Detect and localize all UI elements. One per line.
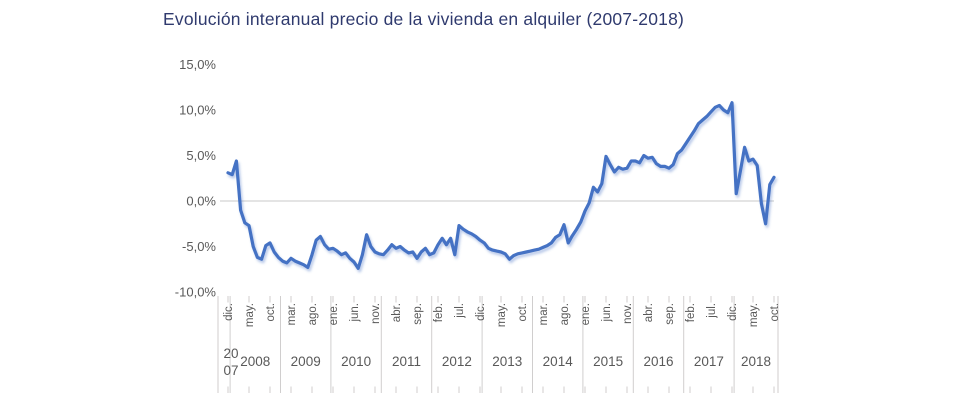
month-tick-label: jul.: [454, 303, 466, 319]
y-tick-label: 10,0%: [179, 103, 216, 118]
year-label: 2014: [543, 354, 574, 369]
month-tick-label: dic.: [727, 303, 739, 321]
month-tick-label: mar.: [286, 303, 298, 325]
month-tick-label: dic.: [475, 303, 487, 321]
month-tick-label: ago.: [307, 303, 319, 325]
year-label: 2009: [291, 354, 321, 369]
year-label: 2010: [341, 354, 371, 369]
month-tick-label: ago.: [559, 303, 571, 325]
data-series-line: [226, 101, 776, 270]
y-tick-label: 0,0%: [186, 194, 216, 209]
year-separators: [217, 296, 779, 393]
month-tick-label: may.: [496, 303, 508, 327]
month-tick-label: ene.: [328, 303, 340, 325]
month-tick-label: jul.: [706, 303, 718, 319]
month-tick-label: may.: [748, 303, 760, 327]
year-label: 2016: [643, 354, 673, 369]
y-tick-label: -5,0%: [182, 239, 216, 254]
month-tick-label: oct.: [265, 303, 277, 322]
month-tick-label: jun.: [601, 303, 613, 323]
month-tick-label: oct.: [517, 303, 529, 322]
y-tick-label: 5,0%: [186, 148, 216, 163]
year-label: 2011: [392, 354, 421, 369]
month-tick-label: nov.: [370, 303, 382, 324]
year-label: 2018: [741, 354, 771, 369]
month-tick-label: abr.: [643, 303, 655, 322]
month-tick-label: feb.: [685, 303, 697, 322]
year-label: 2012: [442, 354, 472, 369]
month-tick-label: sep.: [664, 303, 676, 325]
month-tick-label: feb.: [433, 303, 445, 322]
month-tick-label: may.: [244, 303, 256, 327]
axis-ticks: [227, 296, 775, 393]
month-tick-label: dic.: [223, 303, 235, 321]
month-tick-label: ene.: [580, 303, 592, 325]
month-tick-label: abr.: [391, 303, 403, 322]
month-tick-label: nov.: [622, 303, 634, 324]
month-tick-label: jun.: [349, 303, 361, 323]
month-tick-label: sep.: [412, 303, 424, 325]
month-tick-label: mar.: [538, 303, 550, 325]
y-tick-label: 15,0%: [179, 57, 216, 72]
chart-title: Evolución interanual precio de la vivien…: [163, 9, 685, 29]
year-label: 2013: [492, 354, 522, 369]
y-axis: 15,0% 10,0% 5,0% 0,0% -5,0% -10,0%: [175, 57, 217, 300]
year-label-2007: 20 07: [223, 346, 238, 378]
x-axis-months: dic. may. oct. mar. ago. ene. jun. nov. abr. sep.…: [223, 303, 781, 327]
y-tick-label: -10,0%: [175, 285, 217, 300]
month-tick-label: oct.: [769, 303, 781, 322]
year-label: 2017: [694, 354, 724, 369]
year-label: 2015: [593, 354, 623, 369]
year-label: 2008: [240, 354, 270, 369]
